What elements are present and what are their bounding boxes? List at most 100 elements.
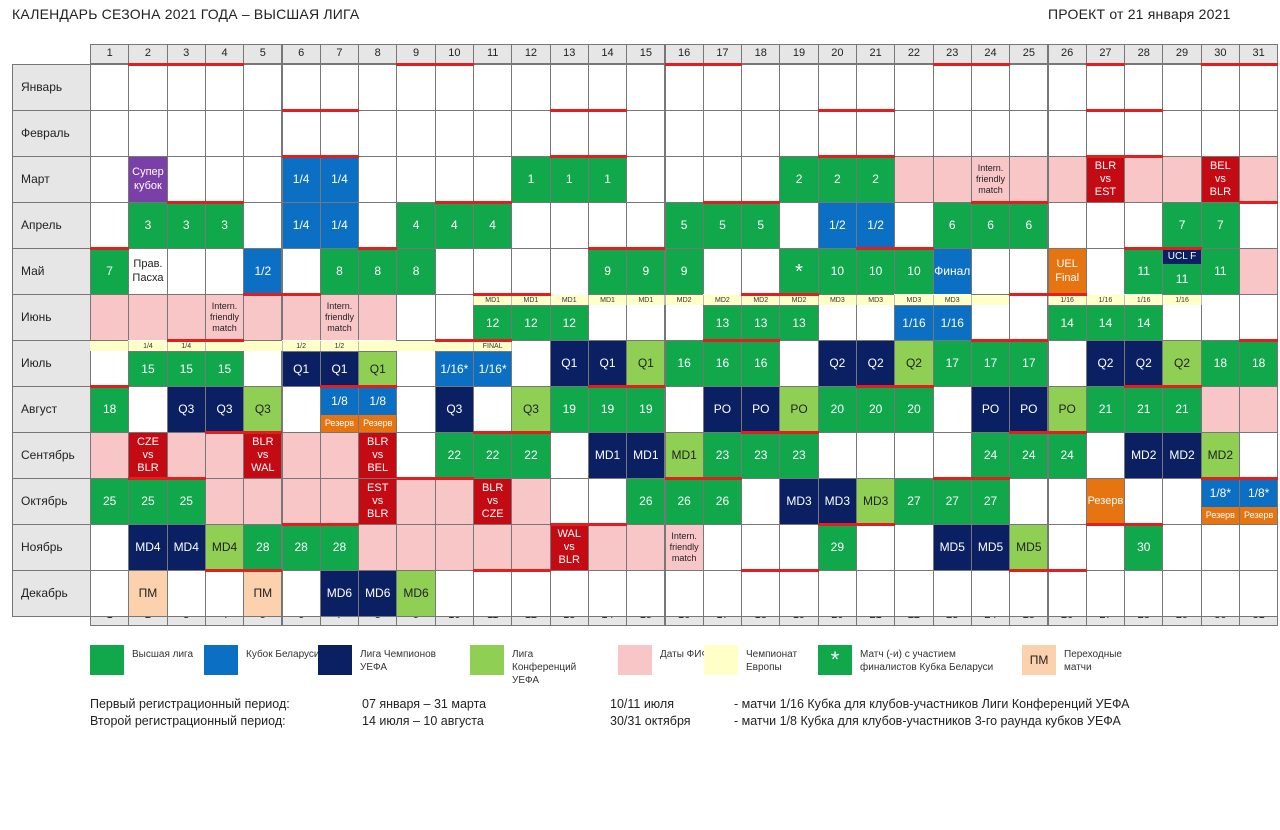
calendar-cell[interactable]: [1047, 64, 1087, 111]
calendar-cell-event[interactable]: WAL vs BLR: [549, 524, 589, 571]
calendar-cell-event[interactable]: 27: [894, 478, 934, 525]
calendar-cell-event[interactable]: 1/8* Резерв: [1239, 478, 1279, 525]
calendar-cell-event[interactable]: MD6: [396, 570, 436, 617]
calendar-cell[interactable]: [1239, 202, 1279, 249]
calendar-cell[interactable]: [856, 432, 896, 479]
calendar-cell[interactable]: [128, 64, 168, 111]
calendar-cell-event[interactable]: [396, 478, 436, 525]
calendar-cell-event[interactable]: [587, 524, 628, 571]
calendar-cell-event[interactable]: [90, 432, 130, 479]
calendar-cell-event[interactable]: PO: [1009, 386, 1049, 433]
calendar-cell[interactable]: [1162, 478, 1202, 525]
calendar-cell-event[interactable]: 6: [932, 202, 972, 249]
calendar-cell-event[interactable]: [281, 294, 321, 341]
calendar-cell-event[interactable]: 19: [549, 386, 589, 433]
calendar-cell[interactable]: [281, 570, 321, 617]
calendar-cell-event[interactable]: 10: [894, 248, 934, 295]
calendar-cell[interactable]: [1047, 340, 1087, 387]
calendar-cell-event[interactable]: Intern. friendly match: [664, 524, 704, 571]
calendar-cell-event[interactable]: 26: [626, 478, 666, 525]
calendar-cell-event[interactable]: 25: [90, 478, 130, 525]
calendar-cell-event[interactable]: Q3: [166, 386, 206, 433]
calendar-cell[interactable]: [779, 202, 819, 249]
calendar-cell[interactable]: [1124, 202, 1164, 249]
calendar-cell-event[interactable]: 21: [1085, 386, 1126, 433]
calendar-cell-event[interactable]: [1047, 156, 1087, 203]
calendar-cell-event[interactable]: [243, 294, 283, 341]
calendar-cell[interactable]: [894, 432, 934, 479]
calendar-cell[interactable]: [396, 294, 436, 341]
calendar-cell[interactable]: [894, 64, 934, 111]
calendar-cell[interactable]: [1009, 478, 1049, 525]
calendar-cell-event[interactable]: MD3: [779, 478, 819, 525]
calendar-cell[interactable]: [626, 156, 666, 203]
calendar-cell-event[interactable]: [511, 524, 551, 571]
calendar-cell-event[interactable]: Q1: [319, 351, 360, 387]
calendar-cell[interactable]: [358, 64, 398, 111]
calendar-cell-event[interactable]: 12: [473, 305, 513, 341]
calendar-cell[interactable]: [281, 248, 321, 295]
calendar-cell[interactable]: [1085, 248, 1126, 295]
calendar-cell[interactable]: [166, 64, 206, 111]
calendar-cell-event[interactable]: [434, 524, 474, 571]
calendar-cell-event[interactable]: 27: [970, 478, 1011, 525]
calendar-cell[interactable]: [1162, 524, 1202, 571]
calendar-cell-event[interactable]: 16: [702, 340, 743, 387]
calendar-cell-event[interactable]: MD4: [128, 524, 168, 571]
calendar-cell-event[interactable]: 17: [1009, 340, 1049, 387]
calendar-cell-event[interactable]: Q1: [358, 351, 398, 387]
calendar-cell[interactable]: [1009, 570, 1049, 617]
calendar-cell-event[interactable]: 22: [434, 432, 474, 479]
calendar-cell[interactable]: [434, 570, 474, 617]
calendar-cell[interactable]: [1239, 64, 1279, 111]
calendar-cell-event[interactable]: 16: [664, 340, 704, 387]
calendar-cell[interactable]: [856, 110, 896, 157]
calendar-cell[interactable]: [1047, 110, 1087, 157]
calendar-cell-event[interactable]: 8: [396, 248, 436, 295]
calendar-cell[interactable]: [358, 202, 398, 249]
calendar-cell-event[interactable]: MD2: [1200, 432, 1240, 479]
calendar-cell-event[interactable]: 30: [1124, 524, 1164, 571]
calendar-cell[interactable]: [434, 248, 474, 295]
calendar-cell[interactable]: [932, 570, 972, 617]
calendar-cell-event[interactable]: 9: [664, 248, 704, 295]
calendar-cell-event[interactable]: BLR vs BEL: [358, 432, 398, 479]
calendar-cell-event[interactable]: 12: [549, 305, 589, 341]
calendar-cell-event[interactable]: PO: [970, 386, 1011, 433]
calendar-cell[interactable]: [664, 156, 704, 203]
calendar-cell[interactable]: [90, 64, 130, 111]
calendar-cell[interactable]: [281, 64, 321, 111]
calendar-cell-event[interactable]: 7: [1162, 202, 1202, 249]
calendar-cell[interactable]: [473, 110, 513, 157]
calendar-cell[interactable]: [932, 64, 972, 111]
calendar-cell-event[interactable]: [281, 478, 321, 525]
calendar-cell[interactable]: [1200, 64, 1240, 111]
calendar-cell-event[interactable]: 5: [664, 202, 704, 249]
calendar-cell[interactable]: [396, 156, 436, 203]
calendar-cell[interactable]: [396, 64, 436, 111]
calendar-cell-event[interactable]: [473, 524, 513, 571]
calendar-cell[interactable]: [511, 340, 551, 387]
calendar-cell-event[interactable]: 4: [473, 202, 513, 249]
calendar-cell-event[interactable]: 7: [1200, 202, 1240, 249]
calendar-cell-event[interactable]: 13: [741, 305, 781, 341]
calendar-cell-event[interactable]: 22: [511, 432, 551, 479]
calendar-cell[interactable]: [1085, 570, 1126, 617]
calendar-cell-event[interactable]: 4: [396, 202, 436, 249]
calendar-cell-event[interactable]: MD1: [626, 432, 666, 479]
calendar-cell-event[interactable]: 1: [587, 156, 628, 203]
calendar-cell-event[interactable]: EST vs BLR: [358, 478, 398, 525]
calendar-cell[interactable]: [970, 64, 1011, 111]
calendar-cell-event[interactable]: 20: [817, 386, 857, 433]
calendar-cell-event[interactable]: 20: [856, 386, 896, 433]
calendar-cell[interactable]: [1047, 524, 1087, 571]
calendar-cell-event[interactable]: Intern. friendly match: [319, 294, 360, 341]
calendar-cell[interactable]: [741, 524, 781, 571]
calendar-cell[interactable]: [166, 248, 206, 295]
calendar-cell-event[interactable]: [128, 294, 168, 341]
calendar-cell[interactable]: [434, 294, 474, 341]
calendar-cell[interactable]: [204, 570, 245, 617]
calendar-cell-event[interactable]: *: [779, 248, 819, 295]
calendar-cell[interactable]: [702, 524, 743, 571]
calendar-cell[interactable]: [894, 202, 934, 249]
